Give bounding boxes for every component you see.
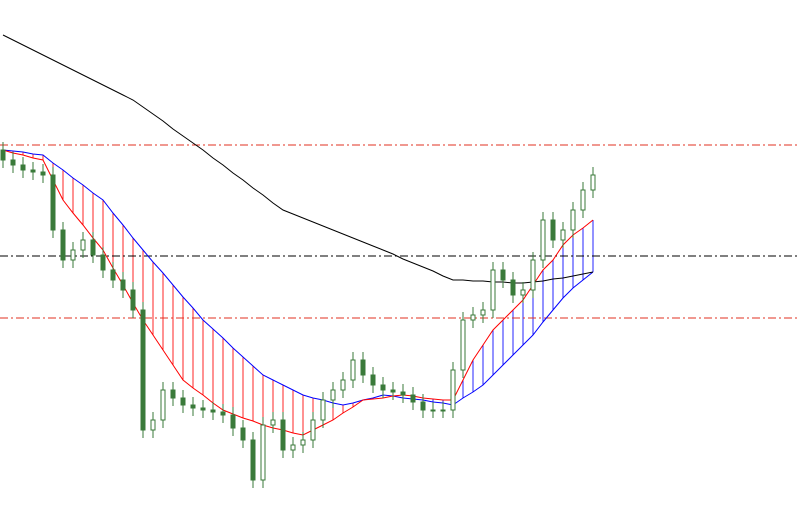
candle-body xyxy=(90,239,96,256)
candle-body xyxy=(350,359,356,381)
candle-body xyxy=(10,159,16,166)
candle-body xyxy=(540,219,546,261)
span-a-line xyxy=(2,149,594,406)
candle-body xyxy=(330,389,336,401)
candle-body xyxy=(70,249,76,261)
candle-body xyxy=(590,174,596,191)
candle-body xyxy=(20,164,26,171)
candle-body xyxy=(220,411,226,416)
candle-body xyxy=(280,419,286,451)
candle-body xyxy=(60,229,66,261)
candle-body xyxy=(50,174,56,231)
candle-body xyxy=(530,259,536,291)
candle-body xyxy=(320,399,326,421)
candle-body xyxy=(490,269,496,311)
candle-body xyxy=(260,424,266,481)
candle-body xyxy=(430,409,436,412)
candle-body xyxy=(310,419,316,441)
candle-body xyxy=(150,419,156,431)
candle-body xyxy=(410,394,416,403)
candle-body xyxy=(460,319,466,371)
candle-body xyxy=(560,229,566,241)
candle-body xyxy=(170,389,176,399)
candle-body xyxy=(210,409,216,413)
span-b-line xyxy=(2,149,594,436)
candle-body xyxy=(80,239,86,251)
candle-body xyxy=(440,409,446,412)
candle-body xyxy=(290,444,296,451)
candle-body xyxy=(0,149,6,161)
candle-body xyxy=(110,269,116,281)
candle-body xyxy=(100,254,106,271)
candle-body xyxy=(370,374,376,386)
candle-body xyxy=(200,407,206,411)
candle-body xyxy=(300,439,306,446)
candle-body xyxy=(510,279,516,296)
candle-body xyxy=(250,439,256,481)
candle-body xyxy=(180,397,186,406)
candle-body xyxy=(230,414,236,429)
candle-body xyxy=(130,289,136,311)
candle-body xyxy=(450,369,456,411)
candle-body xyxy=(240,427,246,441)
candle-body xyxy=(190,404,196,409)
candle-body xyxy=(480,309,486,316)
candle-body xyxy=(500,269,506,281)
candle-body xyxy=(420,401,426,411)
candle-body xyxy=(520,289,526,296)
candle-body xyxy=(120,279,126,291)
candle-body xyxy=(40,171,46,176)
candle-body xyxy=(340,379,346,391)
candle-body xyxy=(30,169,36,173)
candle-body xyxy=(160,389,166,421)
candle-body xyxy=(470,314,476,321)
candle-body xyxy=(360,359,366,376)
candle-body xyxy=(400,391,406,396)
candle-body xyxy=(550,219,556,241)
candle-body xyxy=(580,189,586,211)
candle-body xyxy=(390,389,396,393)
candle-body xyxy=(380,384,386,391)
candle-body xyxy=(570,209,576,231)
candle-body xyxy=(270,419,276,426)
candle-body xyxy=(140,309,146,431)
